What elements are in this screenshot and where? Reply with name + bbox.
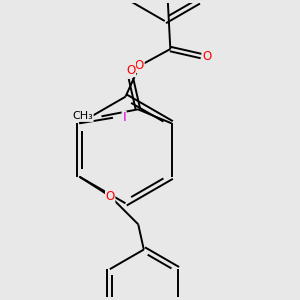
Text: O: O xyxy=(135,59,144,72)
Text: CH₃: CH₃ xyxy=(72,111,93,121)
Text: O: O xyxy=(106,190,115,203)
Text: I: I xyxy=(122,111,126,124)
Text: O: O xyxy=(202,50,212,63)
Text: O: O xyxy=(126,64,136,76)
